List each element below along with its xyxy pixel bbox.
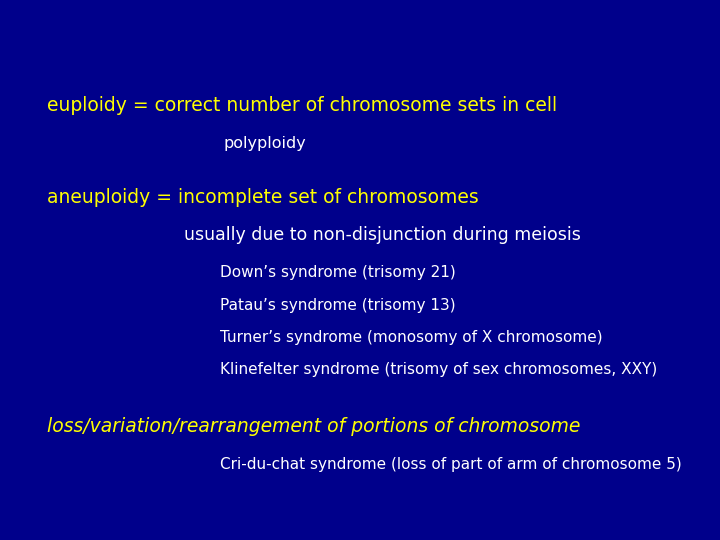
Text: Patau’s syndrome (trisomy 13): Patau’s syndrome (trisomy 13) <box>220 298 455 313</box>
Text: usually due to non-disjunction during meiosis: usually due to non-disjunction during me… <box>184 226 580 244</box>
Text: loss/variation/rearrangement of portions of chromosome: loss/variation/rearrangement of portions… <box>47 417 580 436</box>
Text: Turner’s syndrome (monosomy of X chromosome): Turner’s syndrome (monosomy of X chromos… <box>220 330 602 345</box>
Text: aneuploidy = incomplete set of chromosomes: aneuploidy = incomplete set of chromosom… <box>47 187 479 207</box>
Text: Cri-du-chat syndrome (loss of part of arm of chromosome 5): Cri-du-chat syndrome (loss of part of ar… <box>220 457 681 472</box>
Text: polyploidy: polyploidy <box>223 136 306 151</box>
Text: euploidy = correct number of chromosome sets in cell: euploidy = correct number of chromosome … <box>47 96 557 115</box>
Text: Down’s syndrome (trisomy 21): Down’s syndrome (trisomy 21) <box>220 265 455 280</box>
Text: Klinefelter syndrome (trisomy of sex chromosomes, XXY): Klinefelter syndrome (trisomy of sex chr… <box>220 362 657 377</box>
